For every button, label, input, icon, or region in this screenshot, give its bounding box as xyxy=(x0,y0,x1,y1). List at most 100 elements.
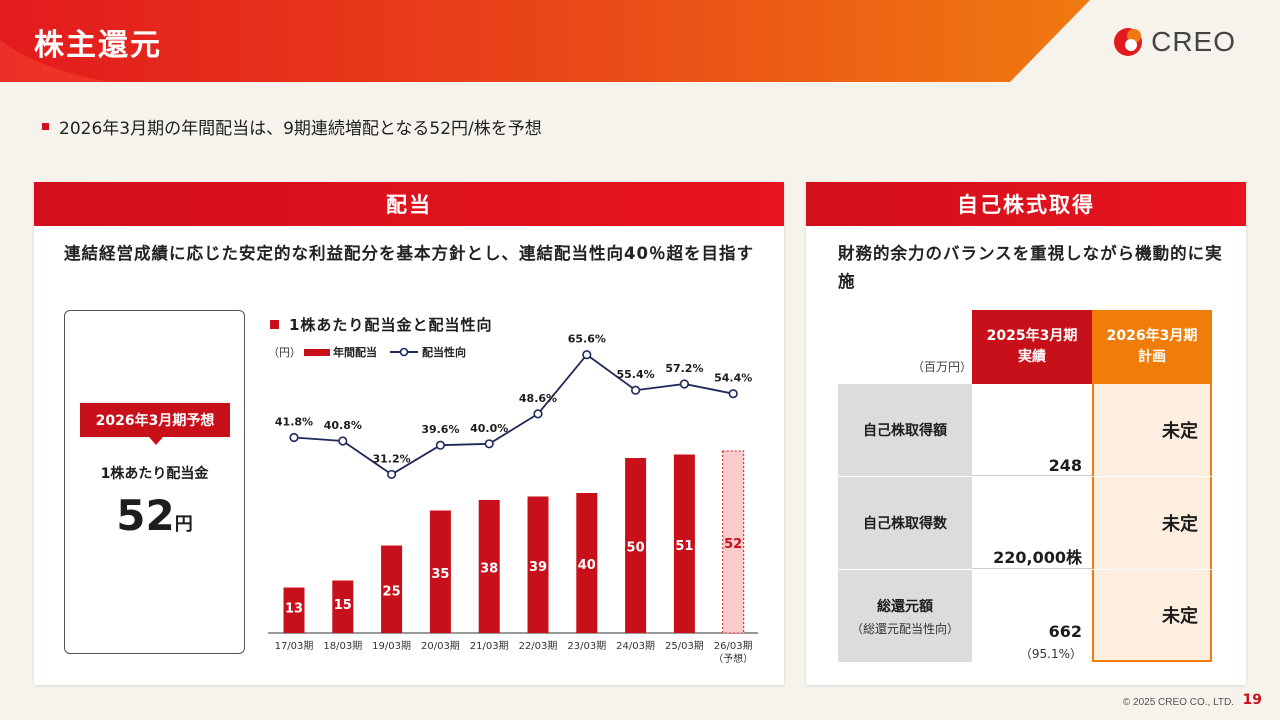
row-actual-sub: （95.1%） xyxy=(1019,647,1082,661)
payout-ratio-line xyxy=(293,353,734,476)
bar-annual-dividend xyxy=(478,500,500,633)
bar-value-label: 15 xyxy=(334,598,352,613)
bullet-square-icon xyxy=(42,123,49,130)
row-actual-value: 662 xyxy=(1048,622,1082,641)
bar-value-label: 40 xyxy=(578,558,596,573)
bar-annual-dividend xyxy=(722,450,745,634)
payout-ratio-label: 39.6% xyxy=(421,423,459,436)
row-actual-value: 220,000株 xyxy=(993,548,1082,567)
header-band xyxy=(0,0,1280,82)
chart-unit-label: （円） xyxy=(268,346,301,359)
summary-text: 2026年3月期の年間配当は、9期連続増配となる52円/株を予想 xyxy=(59,119,542,139)
bar-value-label: 50 xyxy=(627,541,645,556)
x-tick-label: 17/03期 xyxy=(275,640,314,652)
dividend-chart: （円） 年間配当 配当性向 13 17/03期 15 18/03期 25 19/03期 35 20/… xyxy=(268,333,758,665)
bar-value-label: 52 xyxy=(724,537,742,552)
forecast-label: 1株あたり配当金 xyxy=(100,466,209,482)
bar-annual-dividend xyxy=(381,545,403,633)
buyback-row-label: 自己株取得数 xyxy=(838,477,972,569)
legend-bar-swatch xyxy=(304,349,330,356)
logo-text: CREO xyxy=(1151,26,1236,57)
payout-ratio-marker xyxy=(289,432,299,443)
buyback-lead: 財務的余力のバランスを重視しながら機動的に実施 xyxy=(838,244,1223,291)
payout-ratio-marker xyxy=(435,440,446,450)
payout-ratio-label: 31.2% xyxy=(373,452,411,465)
page-number: 19 xyxy=(1242,692,1262,708)
x-tick-label: 24/03期 xyxy=(616,640,655,652)
payout-ratio-marker xyxy=(630,385,641,395)
chart-title: 1株あたり配当金と配当性向 xyxy=(270,314,492,335)
buyback-col-plan-line2: 計画 xyxy=(1138,349,1166,365)
buyback-col-actual-line1: 2025年3月期 xyxy=(986,328,1078,344)
buyback-row-actual: 662 （95.1%） xyxy=(972,570,1092,662)
x-tick-label: 21/03期 xyxy=(470,640,509,652)
buyback-row-actual: 220,000株 xyxy=(972,477,1092,569)
forecast-value-unit: 円 xyxy=(174,514,193,535)
buyback-panel: 自己株式取得 財務的余力のバランスを重視しながら機動的に実施 （百万円） 202… xyxy=(806,182,1246,685)
bar-value-label: 25 xyxy=(383,584,401,599)
row-label-text: 自己株取得額 xyxy=(863,423,947,439)
x-tick-label: 18/03期 xyxy=(323,640,362,652)
row-label-text: 総還元額 xyxy=(877,598,933,615)
buyback-panel-title: 自己株式取得 xyxy=(806,182,1246,226)
chart-title-square-icon xyxy=(270,320,279,329)
page-title: 株主還元 xyxy=(34,28,162,63)
summary-bullet: 2026年3月期の年間配当は、9期連続増配となる52円/株を予想 xyxy=(42,114,542,139)
buyback-row-label: 自己株取得額 xyxy=(838,384,972,476)
buyback-row-label: 総還元額 （総還元配当性向） xyxy=(838,570,972,662)
payout-ratio-marker xyxy=(533,409,543,419)
bar-value-label: 38 xyxy=(480,562,498,577)
x-tick-label: 22/03期 xyxy=(519,640,558,652)
bar-value-label: 39 xyxy=(529,560,547,575)
payout-ratio-label: 40.8% xyxy=(324,419,362,432)
payout-ratio-marker xyxy=(582,350,592,360)
page-header: 株主還元 CREO xyxy=(0,0,1280,82)
buyback-row-plan: 未定 xyxy=(1092,570,1212,662)
buyback-col-actual-line2: 実績 xyxy=(1018,349,1046,365)
payout-ratio-label: 48.6% xyxy=(519,392,557,405)
bar-value-label: 13 xyxy=(285,601,303,616)
forecast-badge-pointer xyxy=(149,437,163,445)
x-tick-label: 19/03期 xyxy=(372,640,411,652)
buyback-row-plan: 未定 xyxy=(1092,477,1212,569)
dividend-panel: 配当 連結経営成績に応じた安定的な利益配分を基本方針とし、連結配当性向40％超を… xyxy=(34,182,784,685)
legend-bar-label: 年間配当 xyxy=(333,345,377,359)
buyback-row-plan: 未定 xyxy=(1092,384,1212,476)
creo-logo: CREO xyxy=(1111,22,1236,62)
payout-ratio-label: 57.2% xyxy=(665,362,703,375)
legend-line-label: 配当性向 xyxy=(422,345,466,359)
payout-ratio-label: 55.4% xyxy=(617,368,655,381)
payout-ratio-label: 41.8% xyxy=(275,416,313,429)
row-actual-value: 248 xyxy=(1048,456,1082,475)
buyback-row-actual: 248 xyxy=(972,384,1092,476)
payout-ratio-marker xyxy=(387,469,397,480)
bar-annual-dividend xyxy=(576,493,598,633)
payout-ratio-marker xyxy=(338,436,348,446)
buyback-col-plan-line1: 2026年3月期 xyxy=(1106,328,1198,344)
bar-annual-dividend xyxy=(429,510,451,633)
payout-ratio-label: 65.6% xyxy=(568,333,606,346)
payout-ratio-marker xyxy=(484,439,494,449)
footer-copyright: © 2025 CREO CO., LTD. xyxy=(1122,697,1234,708)
chart-title-text: 1株あたり配当金と配当性向 xyxy=(289,316,493,334)
buyback-unit: （百万円） xyxy=(911,360,972,374)
payout-ratio-label: 54.4% xyxy=(714,372,752,385)
payout-ratio-marker xyxy=(679,379,690,389)
bar-annual-dividend xyxy=(673,454,695,633)
payout-ratio-marker xyxy=(728,389,738,399)
forecast-badge: 2026年3月期予想 xyxy=(80,403,230,437)
bar-annual-dividend xyxy=(283,587,305,633)
bar-annual-dividend xyxy=(625,458,647,633)
row-label-sub: （総還元配当性向） xyxy=(850,621,959,636)
x-tick-label: 23/03期 xyxy=(567,640,606,652)
x-tick-sublabel: （予想） xyxy=(713,652,753,665)
forecast-value-number: 52 xyxy=(116,491,175,540)
bar-annual-dividend xyxy=(527,496,549,633)
dividend-forecast-box: 2026年3月期予想 1株あたり配当金 52円 xyxy=(64,310,245,654)
buyback-col-actual: 2025年3月期 実績 xyxy=(972,310,1092,384)
row-label-text: 自己株取得数 xyxy=(863,516,947,532)
x-tick-label: 20/03期 xyxy=(421,640,460,652)
bar-annual-dividend xyxy=(332,580,354,633)
bar-value-label: 35 xyxy=(431,567,449,582)
dividend-lead: 連結経営成績に応じた安定的な利益配分を基本方針とし、連結配当性向40％超を目指す xyxy=(64,244,754,263)
